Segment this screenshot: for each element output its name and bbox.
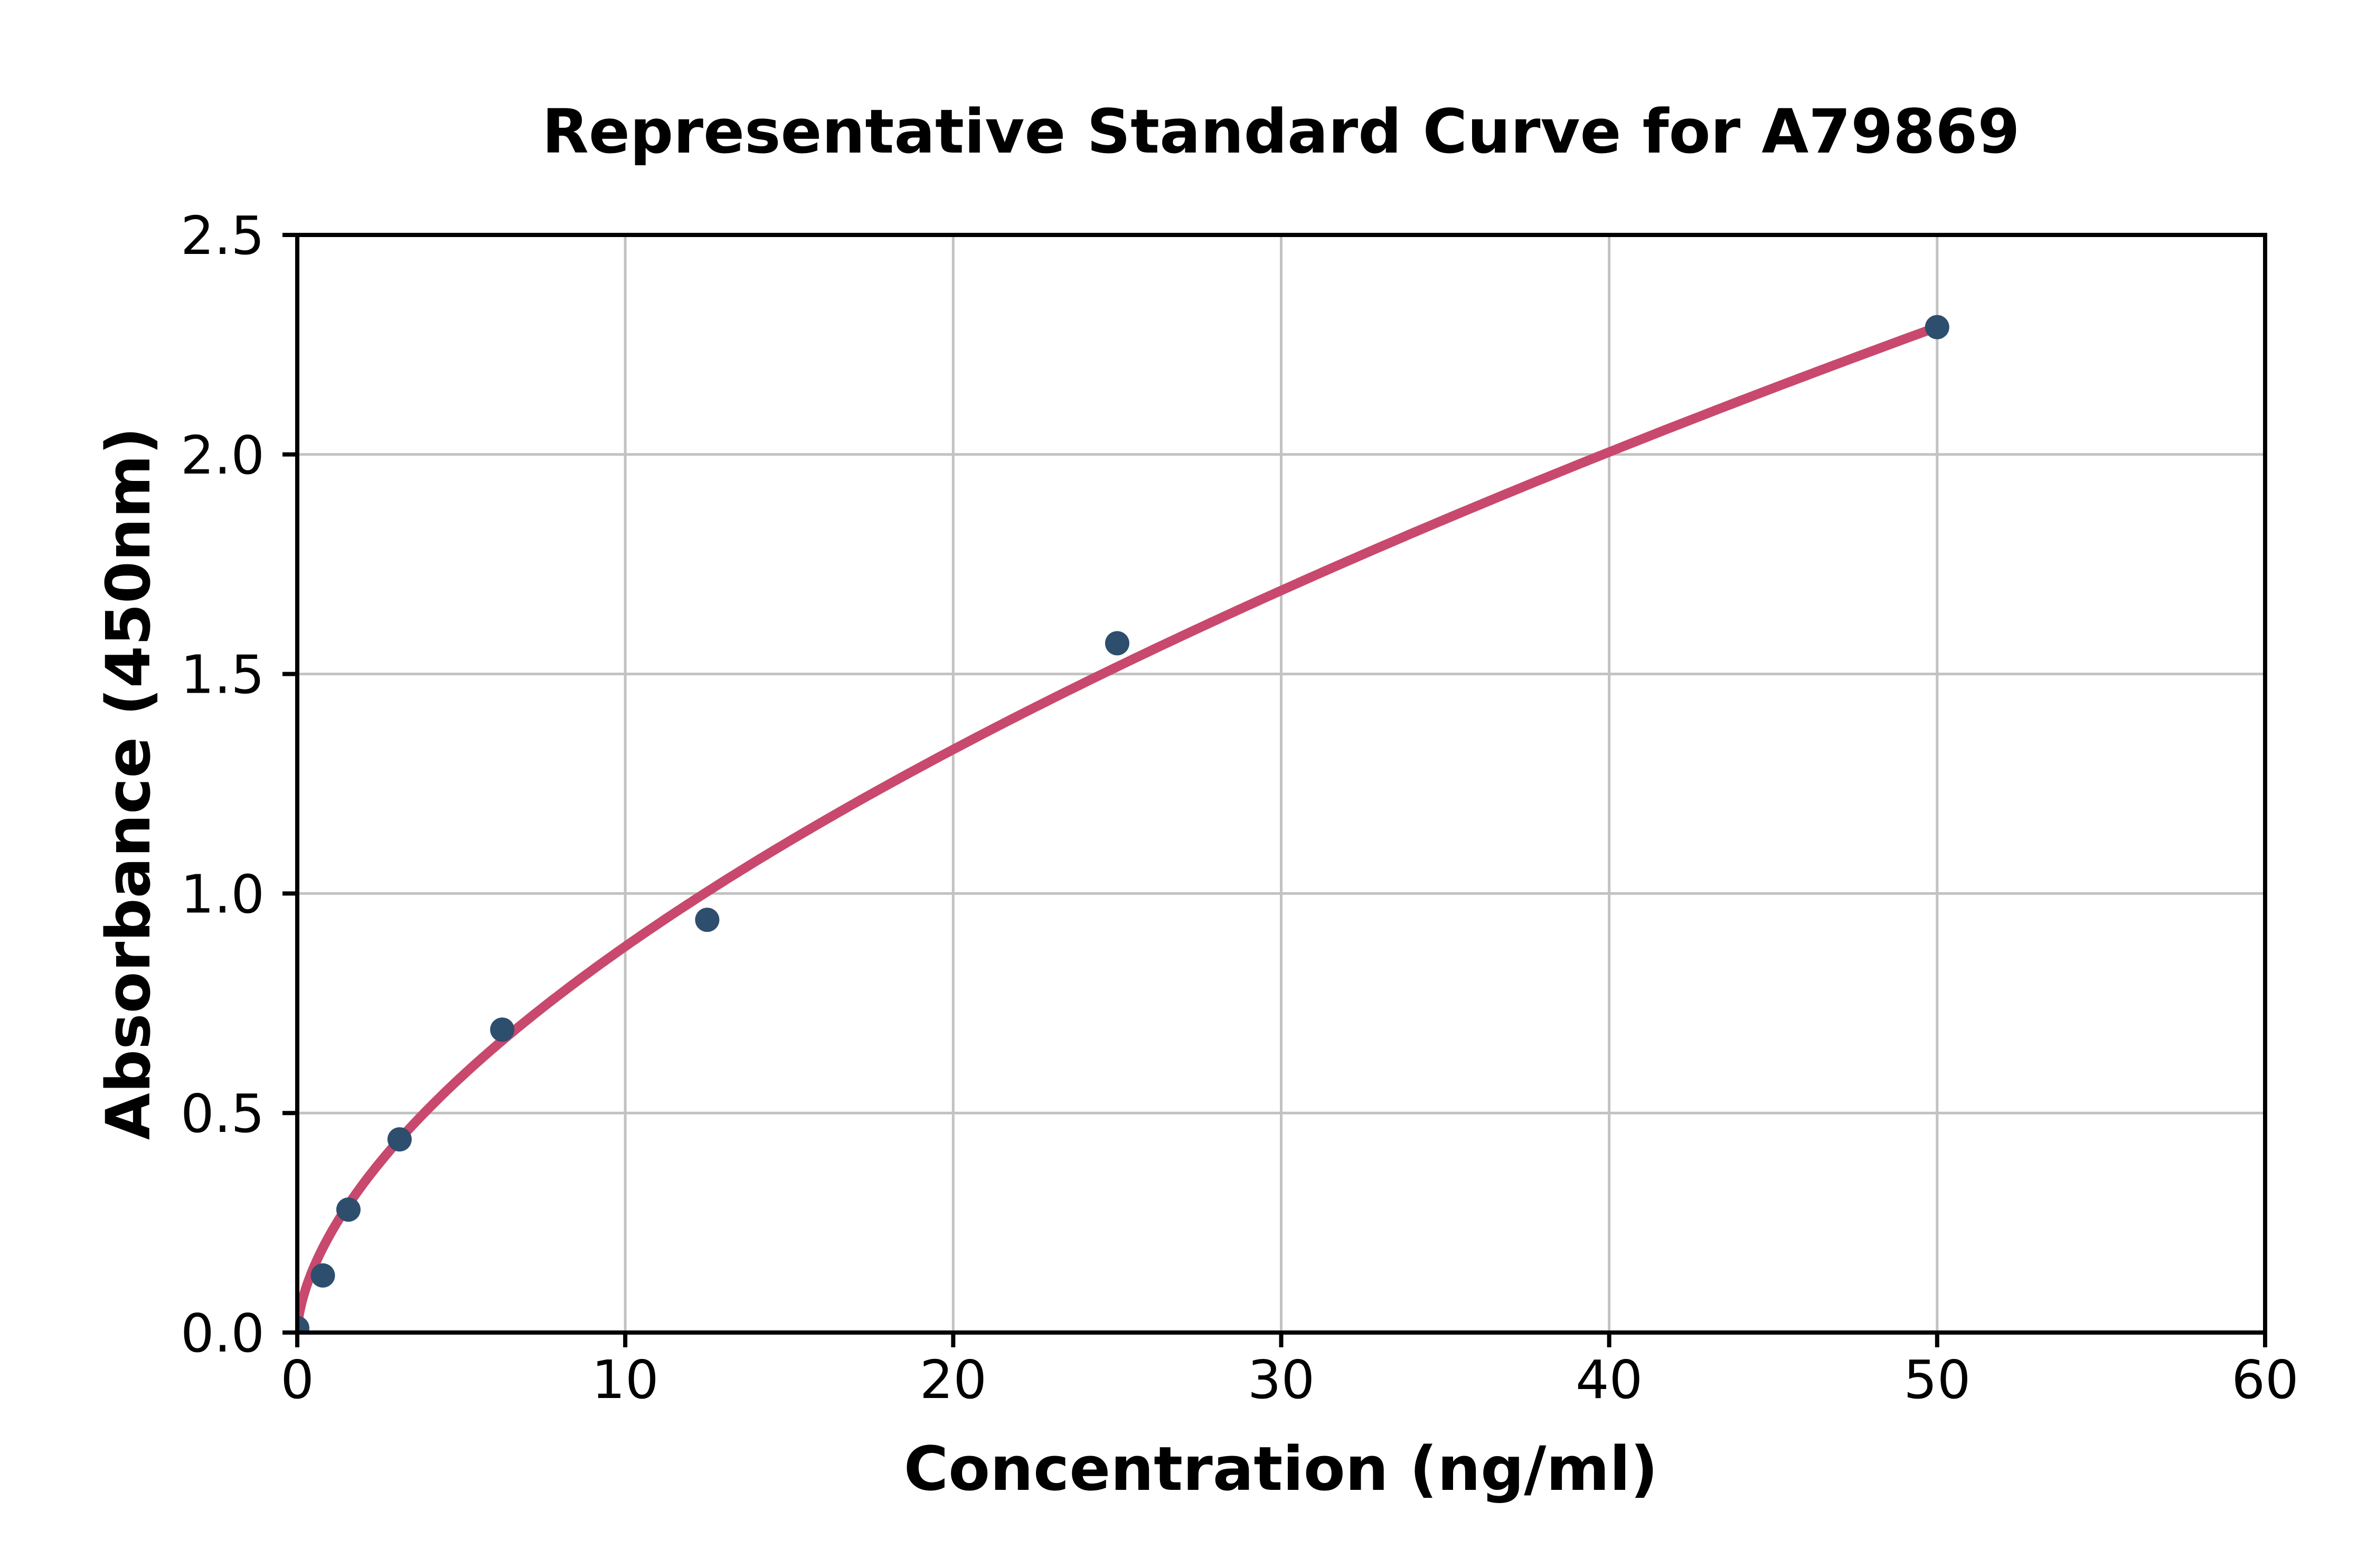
y-tick-label: 1.5 bbox=[181, 644, 265, 706]
x-tick-label: 0 bbox=[280, 1349, 314, 1411]
gridlines bbox=[296, 233, 2267, 1334]
y-tick-label: 2.0 bbox=[181, 424, 265, 486]
data-point bbox=[387, 1127, 412, 1152]
x-axis-label: Concentration (ng/ml) bbox=[904, 1434, 1658, 1505]
x-tick-label: 10 bbox=[592, 1349, 659, 1411]
chart-title: Representative Standard Curve for A79869 bbox=[542, 97, 2020, 167]
y-axis-label: Absorbance (450nm) bbox=[93, 427, 164, 1140]
y-tick-label: 2.5 bbox=[181, 205, 265, 267]
data-point bbox=[336, 1197, 361, 1222]
x-tick-label: 50 bbox=[1903, 1349, 1970, 1411]
data-point bbox=[490, 1017, 515, 1042]
y-tick-label: 1.0 bbox=[181, 863, 265, 925]
tick-marks-layer bbox=[282, 233, 2267, 1347]
fit-curve-layer bbox=[297, 322, 1942, 1331]
x-tick-label: 40 bbox=[1576, 1349, 1643, 1411]
fit-curve-line bbox=[297, 322, 1942, 1331]
x-tick-label: 20 bbox=[920, 1349, 987, 1411]
x-tick-label: 30 bbox=[1248, 1349, 1315, 1411]
data-point bbox=[297, 1316, 309, 1333]
data-point bbox=[310, 1263, 335, 1288]
data-point bbox=[1925, 315, 1949, 339]
y-tick-label: 0.0 bbox=[181, 1302, 265, 1364]
data-points-layer bbox=[297, 315, 1949, 1333]
data-point bbox=[695, 908, 720, 932]
x-tick-label: 60 bbox=[2231, 1349, 2298, 1411]
data-point bbox=[1105, 631, 1129, 656]
y-tick-label: 0.5 bbox=[181, 1083, 265, 1145]
tick-labels-layer: 0 10 20 30 40 50 60 0.0 0.5 1.0 1.5 2.0 2.5 bbox=[181, 205, 2299, 1411]
